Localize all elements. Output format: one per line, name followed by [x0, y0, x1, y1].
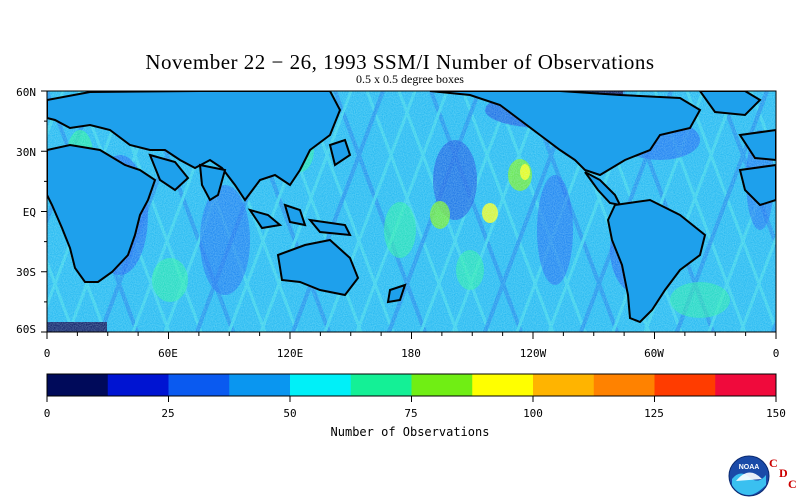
colorbar-bin [411, 374, 473, 396]
colorbar-tick-50: 50 [283, 407, 297, 420]
swath-stripe [771, 318, 776, 332]
lon-label-180: 180 [401, 347, 421, 360]
lon-label-0: 0 [43, 347, 51, 360]
lat-label-60s: 60S [16, 323, 36, 336]
colorbar-tick-150: 150 [766, 407, 786, 420]
colorbar-bin [715, 374, 777, 396]
colorbar-bin [593, 374, 655, 396]
map-ticks [41, 90, 777, 339]
colorbar-bin [350, 374, 412, 396]
colorbar-frame [46, 373, 777, 397]
cdc-letter-3: C [788, 477, 797, 491]
colorbar-tick-125: 125 [644, 407, 664, 420]
noaa-logo-text: NOAA [739, 464, 760, 471]
colorbar-bin [472, 374, 534, 396]
figure-title: November 22 − 26, 1993 SSM/I Number of O… [145, 50, 655, 74]
cdc-letter-1: C [769, 456, 778, 470]
observation-field [47, 91, 800, 332]
lon-label-60e: 60E [158, 347, 178, 360]
colorbar-tick-25: 25 [161, 407, 175, 420]
swath-stripe [783, 91, 800, 332]
lon-label-60w: 60W [644, 347, 664, 360]
colorbar-bin [229, 374, 291, 396]
colorbar-bin [290, 374, 352, 396]
lat-label-30n: 30N [16, 146, 36, 159]
lon-label-120w: 120W [519, 347, 547, 360]
coastlines [47, 91, 776, 324]
colorbar-title: Number of Observations [330, 425, 490, 439]
lon-label-0-east: 0 [772, 347, 780, 360]
colorbar-tick-0: 0 [43, 407, 51, 420]
colorbar-tick-75: 75 [404, 407, 418, 420]
colorbar-bin [107, 374, 169, 396]
colorbar-bin [47, 374, 109, 396]
colorbar-bin [654, 374, 716, 396]
lat-label-30s: 30S [16, 266, 36, 279]
cdc-letter-2: D [779, 466, 788, 480]
colorbar-tick-100: 100 [523, 407, 543, 420]
noaa-logo: NOAA [728, 455, 770, 497]
lon-label-120e: 120E [276, 347, 304, 360]
colorbar-bin [533, 374, 595, 396]
figure-subtitle: 0.5 x 0.5 degree boxes [356, 72, 464, 86]
lat-label-eq: EQ [22, 206, 36, 219]
colorbar [46, 374, 777, 402]
colorbar-bin [168, 374, 230, 396]
lat-label-60n: 60N [16, 86, 36, 99]
